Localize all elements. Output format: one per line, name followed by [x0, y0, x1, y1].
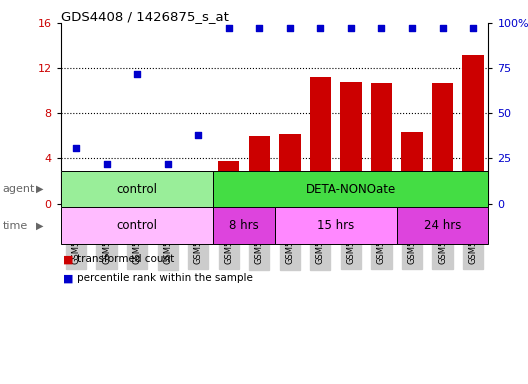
- Bar: [401, 132, 423, 204]
- Point: [408, 25, 416, 31]
- Bar: [61, 207, 213, 244]
- Point: [133, 71, 142, 77]
- Bar: [61, 171, 213, 207]
- Bar: [279, 134, 300, 204]
- Text: 8 hrs: 8 hrs: [229, 219, 259, 232]
- Point: [102, 161, 111, 167]
- Bar: [65, 199, 87, 204]
- Bar: [213, 171, 488, 207]
- Point: [316, 25, 325, 31]
- Text: GDS4408 / 1426875_s_at: GDS4408 / 1426875_s_at: [61, 10, 229, 23]
- Bar: [187, 195, 209, 204]
- Bar: [397, 207, 488, 244]
- Bar: [340, 82, 362, 204]
- Text: ▶: ▶: [36, 220, 43, 231]
- Bar: [432, 83, 453, 204]
- Text: 24 hrs: 24 hrs: [424, 219, 461, 232]
- Point: [469, 25, 477, 31]
- Text: ■: ■: [63, 273, 74, 283]
- Bar: [249, 136, 270, 204]
- Text: control: control: [117, 219, 157, 232]
- Bar: [371, 83, 392, 204]
- Text: ▶: ▶: [36, 184, 43, 194]
- Bar: [157, 200, 178, 204]
- Bar: [275, 207, 397, 244]
- Text: time: time: [3, 220, 28, 231]
- Point: [377, 25, 385, 31]
- Text: control: control: [117, 183, 157, 195]
- Point: [224, 25, 233, 31]
- Point: [194, 132, 202, 138]
- Text: agent: agent: [3, 184, 35, 194]
- Point: [286, 25, 294, 31]
- Text: 15 hrs: 15 hrs: [317, 219, 354, 232]
- Point: [255, 25, 263, 31]
- Bar: [213, 207, 275, 244]
- Text: transformed count: transformed count: [77, 254, 174, 264]
- Point: [72, 144, 80, 151]
- Bar: [126, 195, 148, 204]
- Bar: [96, 200, 117, 204]
- Point: [347, 25, 355, 31]
- Bar: [310, 77, 331, 204]
- Bar: [463, 55, 484, 204]
- Text: percentile rank within the sample: percentile rank within the sample: [77, 273, 252, 283]
- Bar: [218, 161, 239, 204]
- Text: DETA-NONOate: DETA-NONOate: [306, 183, 396, 195]
- Point: [438, 25, 447, 31]
- Point: [164, 161, 172, 167]
- Text: ■: ■: [63, 254, 74, 264]
